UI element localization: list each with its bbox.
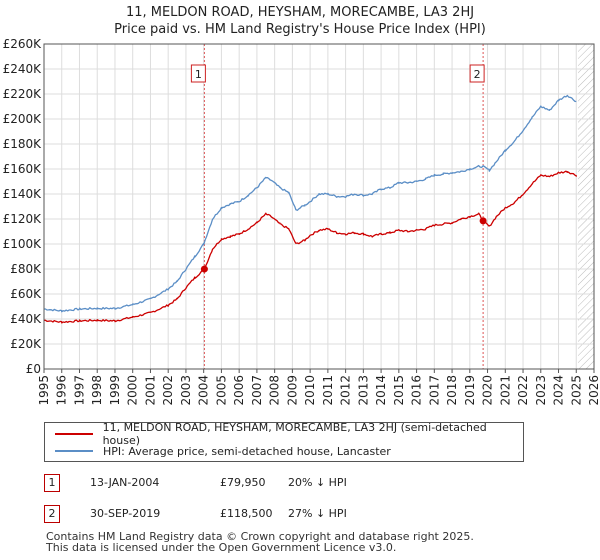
legend-label-hpi: HPI: Average price, semi-detached house,… <box>103 444 391 458</box>
plot-frame <box>43 43 595 370</box>
x-tick-label: 2007 <box>250 375 264 406</box>
y-tick-label: £0 <box>26 362 41 376</box>
legend-label-price-paid: 11, MELDON ROAD, HEYSHAM, MORECAMBE, LA3… <box>102 421 487 447</box>
y-tick-label: £180K <box>3 137 43 151</box>
x-tick-label: 2026 <box>587 375 600 406</box>
x-tick-label: 2000 <box>126 375 140 406</box>
legend-swatch-blue <box>55 450 93 452</box>
x-tick-label: 2021 <box>498 375 512 406</box>
y-tick-label: £220K <box>3 87 43 101</box>
forecast-region <box>578 44 594 369</box>
footer-license: This data is licensed under the Open Gov… <box>46 541 397 554</box>
chart-title: Price paid vs. HM Land Registry's House … <box>114 22 486 37</box>
sale-marker-box <box>469 64 485 83</box>
sale-marker-label: 1 <box>195 68 202 81</box>
transaction-price: £79,950 <box>220 476 266 489</box>
y-tick-label: £100K <box>3 237 43 251</box>
sale-marker-label: 2 <box>474 68 481 81</box>
plot-background <box>44 44 594 369</box>
x-tick-label: 2010 <box>303 375 317 406</box>
transaction-date: 30-SEP-2019 <box>90 507 161 520</box>
x-tick-label: 2004 <box>197 375 211 406</box>
y-tick-label: £80K <box>10 262 42 276</box>
x-tick-label: 2017 <box>427 375 441 406</box>
x-tick-label: 2001 <box>143 375 157 406</box>
x-tick-label: 2013 <box>356 375 370 406</box>
transaction-hpi-change: 27% ↓ HPI <box>288 507 347 520</box>
legend-item-price-paid: 11, MELDON ROAD, HEYSHAM, MORECAMBE, LA3… <box>55 421 523 447</box>
price-paid-line <box>44 170 577 324</box>
x-tick-label: 2009 <box>285 375 299 406</box>
x-tick-label: 1999 <box>108 375 122 406</box>
chart-title-address: 11, MELDON ROAD, HEYSHAM, MORECAMBE, LA3… <box>125 5 475 20</box>
transaction-marker-badge: 1 <box>44 474 60 492</box>
x-tick-label: 2006 <box>232 375 246 406</box>
x-tick-label: 2019 <box>463 375 477 406</box>
transaction-marker-badge: 2 <box>44 505 60 523</box>
x-tick-label: 2020 <box>481 375 495 406</box>
y-tick-label: £20K <box>10 337 42 351</box>
hpi-line <box>44 94 577 313</box>
y-tick-label: £160K <box>3 162 43 176</box>
x-tick-label: 2003 <box>179 375 193 406</box>
y-tick-label: £40K <box>10 312 42 326</box>
sale-marker-box <box>190 64 206 83</box>
x-tick-label: 2012 <box>339 375 353 406</box>
x-tick-label: 1998 <box>90 375 104 406</box>
y-tick-label: £60K <box>10 287 42 301</box>
legend-item-hpi: HPI: Average price, semi-detached house,… <box>55 443 391 459</box>
chart-area: £0 £20K £40K £60K £80K £100K £120K £140K £160K £1… <box>3 37 600 406</box>
x-tick-label: 1996 <box>55 375 69 406</box>
x-tick-label: 2005 <box>214 375 228 406</box>
y-tick-label: £140K <box>3 187 43 201</box>
x-tick-label: 2025 <box>569 375 583 406</box>
legend-swatch-red <box>55 433 93 435</box>
y-tick-label: £200K <box>3 112 43 126</box>
footer: Contains HM Land Registry data © Crown c… <box>46 531 474 553</box>
y-tick-label: £120K <box>3 212 43 226</box>
legend: 11, MELDON ROAD, HEYSHAM, MORECAMBE, LA3… <box>44 421 524 462</box>
x-tick-label: 1995 <box>37 375 51 406</box>
x-tick-label: 2008 <box>268 375 282 406</box>
x-tick-label: 2022 <box>516 375 530 406</box>
x-tick-label: 2015 <box>392 375 406 406</box>
x-tick-label: 2011 <box>321 375 335 406</box>
sale-point <box>200 265 208 273</box>
footer-copyright: Contains HM Land Registry data © Crown c… <box>46 530 474 543</box>
y-tick-label: £260K <box>3 37 43 51</box>
x-tick-label: 2014 <box>374 375 388 406</box>
y-tick-label: £240K <box>3 62 43 76</box>
transaction-hpi-change: 20% ↓ HPI <box>288 476 347 489</box>
x-tick-label: 2024 <box>552 375 566 406</box>
x-tick-label: 1997 <box>72 375 86 406</box>
transaction-date: 13-JAN-2004 <box>90 476 160 489</box>
x-tick-label: 2002 <box>161 375 175 406</box>
x-tick-label: 2023 <box>534 375 548 406</box>
sale-point <box>479 217 487 225</box>
x-tick-label: 2018 <box>445 375 459 406</box>
x-tick-label: 2016 <box>410 375 424 406</box>
transaction-price: £118,500 <box>220 507 273 520</box>
